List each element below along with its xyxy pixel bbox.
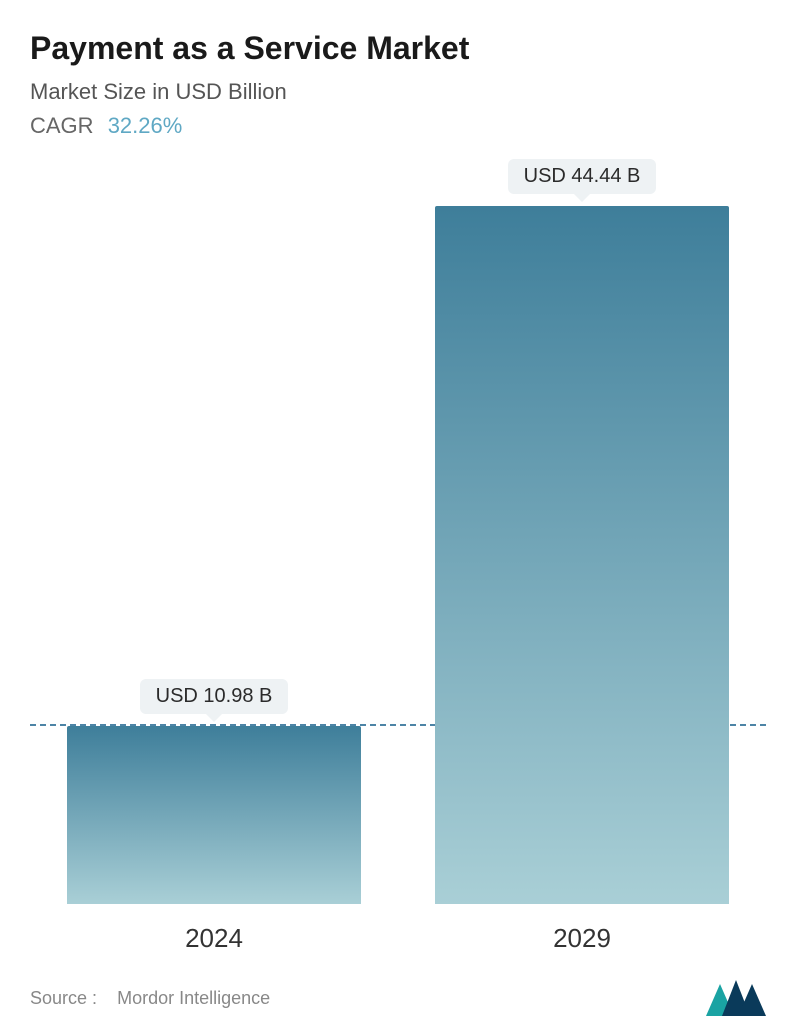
x-axis-labels: 2024 2029	[30, 923, 766, 954]
chart-container: Payment as a Service Market Market Size …	[0, 0, 796, 1034]
cagr-label: CAGR	[30, 113, 94, 138]
x-label-0: 2024	[59, 923, 368, 954]
x-label-1: 2029	[427, 923, 736, 954]
footer: Source : Mordor Intelligence	[30, 980, 766, 1016]
bar-1	[435, 206, 729, 904]
chart-subtitle: Market Size in USD Billion	[30, 79, 766, 105]
plot-region: USD 10.98 B USD 44.44 B	[30, 159, 766, 904]
source-label: Source :	[30, 988, 97, 1008]
value-badge-1: USD 44.44 B	[508, 159, 657, 194]
source-text: Source : Mordor Intelligence	[30, 988, 270, 1009]
bars-group: USD 10.98 B USD 44.44 B	[30, 159, 766, 904]
cagr-row: CAGR 32.26%	[30, 113, 766, 139]
value-badge-0: USD 10.98 B	[140, 679, 289, 714]
bar-slot-1: USD 44.44 B	[427, 159, 736, 904]
chart-title: Payment as a Service Market	[30, 30, 766, 67]
bar-slot-0: USD 10.98 B	[59, 159, 368, 904]
bar-0	[67, 726, 361, 904]
brand-logo-icon	[706, 980, 766, 1016]
cagr-value: 32.26%	[108, 113, 183, 138]
source-value: Mordor Intelligence	[117, 988, 270, 1008]
chart-area: USD 10.98 B USD 44.44 B 2024 2029	[30, 159, 766, 1014]
